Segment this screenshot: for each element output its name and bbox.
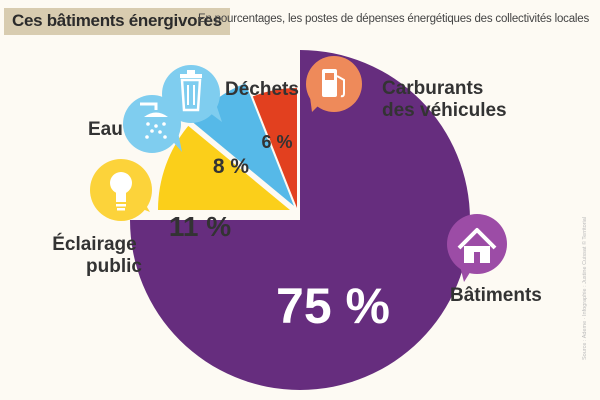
light-bulb-icon — [90, 159, 152, 221]
category-label-carburants: Carburants des véhicules — [382, 78, 507, 121]
pie-slice-carburants — [252, 88, 297, 208]
data-label-carburants: 6 % — [261, 132, 292, 152]
pie-slice-eclairage-public — [158, 125, 290, 210]
data-label-eclairage-public: 11 % — [169, 211, 231, 242]
pie-slice-batiments — [130, 50, 470, 390]
category-label-eclairage-public: Éclairage public — [52, 233, 142, 277]
data-label-eau: 8 % — [213, 155, 250, 178]
page-subtitle: En pourcentages, les postes de dépenses … — [198, 13, 589, 25]
category-label-dechets: Déchets — [225, 79, 299, 100]
category-label-eau: Eau — [88, 119, 123, 140]
page-title: Ces bâtiments énergivores — [4, 8, 230, 35]
shower-icon — [123, 95, 182, 153]
house-icon — [447, 214, 507, 282]
data-label-batiments: 75 % — [276, 278, 390, 334]
fuel-pump-icon — [306, 56, 362, 112]
category-label-batiments: Bâtiments — [450, 285, 542, 306]
